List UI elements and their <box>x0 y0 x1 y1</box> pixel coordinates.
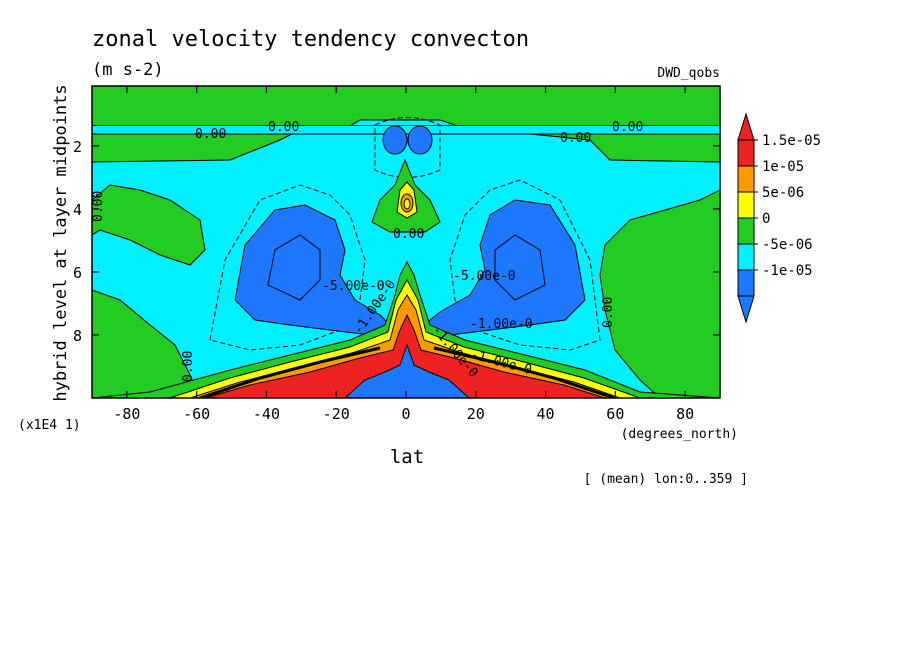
x-tick-label: 20 <box>467 405 485 423</box>
contour-dense-right <box>433 346 615 398</box>
contour-plume-core <box>403 198 411 210</box>
plot-area: 0.00 0.00 0.00 0.00 0.00 0.00 0.00 0.00 … <box>91 85 721 399</box>
y-axis: 2 4 6 8 <box>73 138 720 345</box>
colorbar: 1.5e-05 1e-05 5e-06 0 -5e-06 -1e-05 <box>737 112 821 324</box>
contour-positive-top-band <box>92 86 720 163</box>
contour-dense-left <box>199 346 381 398</box>
dataset-label: DWD_qobs <box>657 66 720 81</box>
colorbar-label: -5e-06 <box>762 237 813 253</box>
contour-positive-left-lower <box>92 289 201 398</box>
contour-label: 0.00 <box>601 297 616 328</box>
colorbar-swatch <box>737 217 755 245</box>
y-tick-label: 2 <box>73 138 82 156</box>
colorbar-swatch <box>737 139 755 167</box>
contour-left-inner <box>267 234 321 301</box>
chart-units: (m s-2) <box>92 60 164 80</box>
footer-note: [ (mean) lon:0..359 ] <box>584 472 748 487</box>
y-tick-label: 4 <box>73 201 82 219</box>
contour-label: 0.00 <box>91 191 106 222</box>
x-tick-label: 60 <box>606 405 624 423</box>
contour-negative-right-lobe <box>418 199 586 336</box>
x-tick-label: -60 <box>183 405 210 423</box>
colorbar-swatch <box>737 165 755 193</box>
colorbar-swatch <box>737 269 755 297</box>
contour-negative-upper-left <box>382 125 408 155</box>
colorbar-label: -1e-05 <box>762 263 813 279</box>
colorbar-label: 5e-06 <box>762 185 804 201</box>
field-thin-negative-band <box>92 126 720 134</box>
contour-positive-right-blob <box>599 189 720 398</box>
x-tick-label: -40 <box>253 405 280 423</box>
chart-title: zonal velocity tendency convecton <box>92 27 529 52</box>
contour-label: 0.00 <box>612 120 643 135</box>
contour-label: -5.00e-0 <box>322 279 385 294</box>
y-tick-label: 8 <box>73 327 82 345</box>
contour-label: -5.00e-0 <box>453 269 516 284</box>
y-axis-scale-note: (x1E4 1) <box>18 418 81 433</box>
contour-label: 0.00 <box>268 120 299 135</box>
contour-dashed-upper <box>374 117 441 178</box>
colorbar-extend-top <box>737 112 755 141</box>
x-tick-label: 40 <box>537 405 555 423</box>
contour-dashed-left-outer <box>209 184 366 351</box>
contour-label: 0.00 <box>393 227 424 242</box>
x-tick-label: 0 <box>401 405 410 423</box>
colorbar-label: 0 <box>762 211 770 227</box>
contour-label: 0.00 <box>195 127 226 142</box>
colorbar-label: 1.5e-05 <box>762 133 821 149</box>
contour-label: 0.00 <box>181 351 196 382</box>
contour-right-inner <box>494 234 546 301</box>
x-tick-label: -80 <box>113 405 140 423</box>
colorbar-swatch <box>737 191 755 219</box>
contour-negative-upper-right <box>407 125 433 155</box>
colorbar-extend-bottom <box>737 295 755 324</box>
x-tick-label: -20 <box>323 405 350 423</box>
x-axis: -80 -60 -40 -20 0 20 40 60 80 <box>113 86 694 423</box>
y-axis-label: hybrid level at layer midpoints <box>51 84 71 401</box>
y-tick-label: 6 <box>73 264 82 282</box>
contour-negative-base-center <box>344 343 470 398</box>
contour-negative-left-lobe <box>234 204 397 336</box>
contour-dashed-right-outer <box>449 179 601 351</box>
x-tick-label: 80 <box>676 405 694 423</box>
colorbar-swatch <box>737 243 755 271</box>
contour-label: 0.00 <box>560 131 591 146</box>
x-axis-label: lat <box>390 446 424 468</box>
contour-label: -1.00e-0 <box>470 317 533 332</box>
x-axis-units: (degrees_north) <box>621 427 738 442</box>
contour-positive-left-blob <box>92 184 206 266</box>
colorbar-label: 1e-05 <box>762 159 804 175</box>
